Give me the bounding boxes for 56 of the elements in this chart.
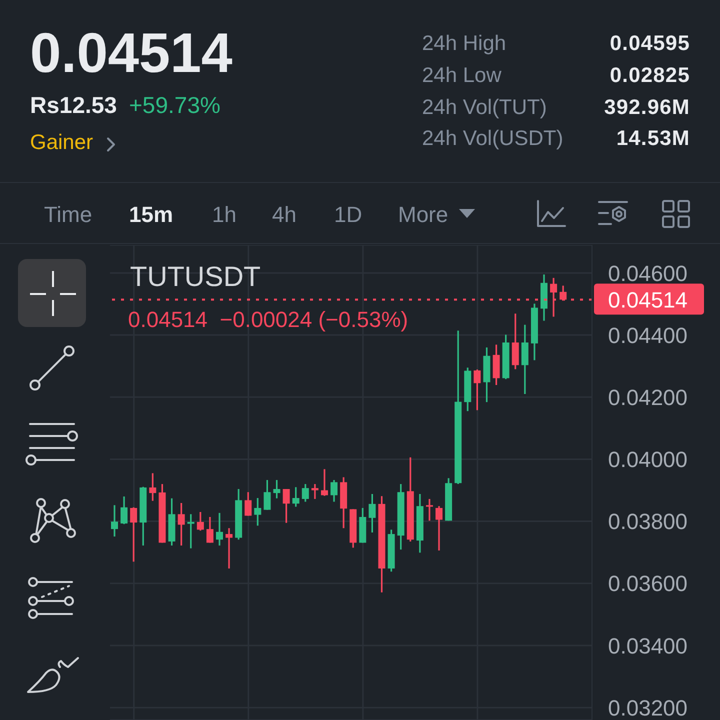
text: 14.53M	[616, 127, 690, 150]
text: 1D	[334, 202, 362, 227]
candlestick	[320, 468, 328, 497]
candlestick	[149, 472, 156, 502]
y-tick-label: 0.04600	[608, 260, 688, 286]
candlestick	[492, 344, 500, 386]
candlestick	[426, 498, 433, 522]
candlestick	[254, 497, 262, 526]
candlestick	[111, 504, 118, 538]
text: TUTUSDT	[130, 261, 261, 292]
text: More	[398, 202, 448, 227]
text: 392.96M	[604, 96, 690, 119]
candlestick	[302, 483, 309, 503]
y-tick-label: 0.04200	[608, 384, 688, 410]
candlestick	[187, 513, 194, 550]
y-tick-label: 0.04000	[608, 447, 688, 472]
ref-line-label: 0.04514	[608, 288, 688, 313]
candlestick	[292, 486, 300, 508]
candlestick	[226, 527, 233, 570]
y-tick-label: 0.03400	[608, 633, 688, 658]
text: 0.04514 −0.00024 (−0.53%)	[128, 307, 408, 332]
candlestick	[244, 491, 252, 517]
candlestick	[196, 511, 204, 532]
candlestick	[216, 512, 223, 546]
text: 24h Vol(USDT)	[422, 127, 564, 150]
candlestick	[436, 505, 443, 552]
text: 0.04514	[30, 21, 232, 84]
text: 24h Vol(TUT)	[422, 96, 547, 119]
text: 0.04595	[610, 32, 690, 55]
candlestick	[120, 496, 128, 525]
candlestick	[521, 324, 528, 395]
candlestick	[282, 488, 290, 524]
candlestick	[178, 502, 185, 546]
y-tick-label: 0.03200	[608, 695, 688, 720]
text: +59.73%	[129, 92, 220, 118]
candlestick	[206, 516, 214, 544]
text: 15m	[129, 202, 174, 227]
text: 1h	[212, 202, 236, 227]
candlestick	[474, 368, 481, 411]
text: Rs12.53	[30, 92, 117, 118]
text: 4h	[272, 202, 296, 227]
text: 24h High	[422, 32, 506, 55]
candlestick	[330, 479, 338, 503]
y-tick-label: 0.04400	[608, 322, 688, 348]
y-tick-label: 0.03600	[608, 571, 688, 596]
text: Gainer	[30, 131, 94, 154]
candlestick	[264, 479, 271, 511]
candlestick	[130, 506, 138, 562]
text: 24h Low	[422, 64, 502, 87]
y-tick-label: 0.03800	[608, 509, 688, 534]
candlestick	[273, 479, 280, 500]
text: 0.02825	[610, 64, 690, 87]
candlestick	[512, 312, 519, 370]
candlestick	[311, 483, 318, 500]
candlestick	[368, 493, 376, 534]
text: Time	[44, 202, 92, 227]
